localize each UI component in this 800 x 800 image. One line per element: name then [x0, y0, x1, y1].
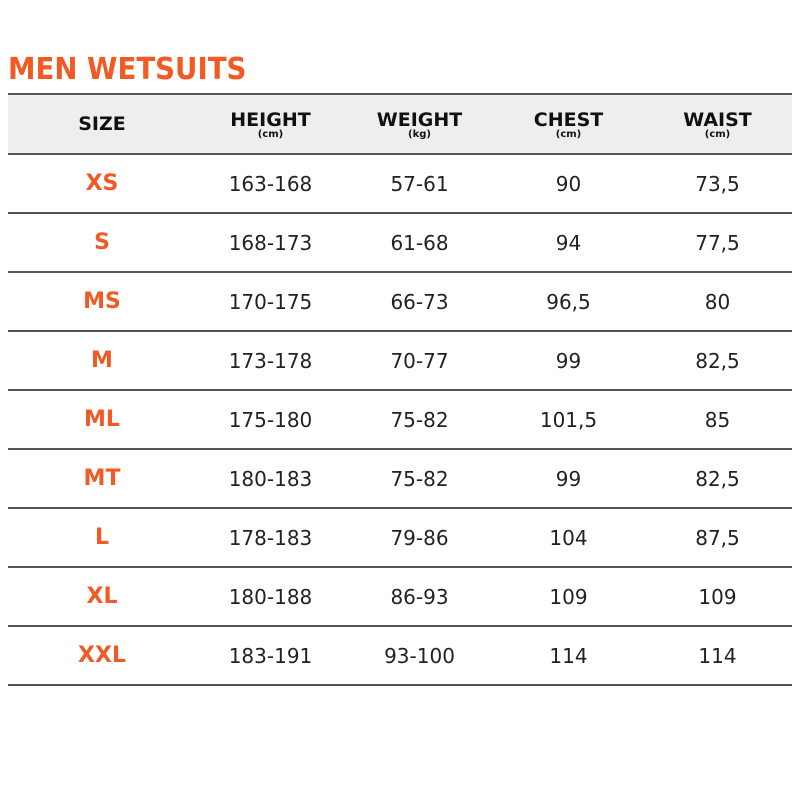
column-header: WAIST (cm): [643, 95, 792, 153]
table-cell: 168-173: [228, 230, 313, 255]
column-header: CHEST (cm): [494, 95, 643, 153]
table-cell: 77,5: [695, 230, 740, 255]
table-cell: 93-100: [384, 643, 455, 668]
table-header: SIZE HEIGHT (cm) WEIGHT (kg) CHEST (cm) WAIST (c…: [8, 93, 792, 155]
table-row: M 173-178 70-77 99 82,5: [8, 332, 792, 391]
table-cell: 80: [704, 289, 731, 314]
table-cell: 114: [698, 643, 737, 668]
page-title: MEN WETSUITS: [8, 52, 247, 87]
size-cell: XXL: [78, 643, 126, 668]
size-cell: MT: [83, 466, 121, 491]
size-cell: XL: [86, 584, 118, 609]
table-cell: 90: [555, 171, 582, 196]
table-cell: 163-168: [228, 171, 313, 196]
table-cell: 66-73: [390, 289, 449, 314]
column-unit: (cm): [555, 128, 582, 140]
table-cell: 94: [555, 230, 582, 255]
table-cell: 96,5: [546, 289, 591, 314]
size-cell: MS: [83, 289, 121, 314]
table-cell: 75-82: [390, 407, 449, 432]
table-cell: 79-86: [390, 525, 449, 550]
table-cell: 99: [555, 348, 582, 373]
table-row: MS 170-175 66-73 96,5 80: [8, 273, 792, 332]
size-cell: S: [94, 230, 110, 255]
table-cell: 104: [549, 525, 588, 550]
table-row: S 168-173 61-68 94 77,5: [8, 214, 792, 273]
column-unit: (cm): [257, 128, 284, 140]
table-cell: 82,5: [695, 466, 740, 491]
table-cell: 114: [549, 643, 588, 668]
column-label: WEIGHT: [376, 108, 463, 131]
column-label: WAIST: [683, 108, 752, 131]
column-header: WEIGHT (kg): [345, 95, 494, 153]
column-header: HEIGHT (cm): [196, 95, 345, 153]
table-cell: 109: [549, 584, 588, 609]
table-cell: 101,5: [539, 407, 598, 432]
table-row: XS 163-168 57-61 90 73,5: [8, 155, 792, 214]
table-cell: 73,5: [695, 171, 740, 196]
column-label: CHEST: [533, 108, 604, 131]
column-header: SIZE: [8, 95, 196, 153]
table-cell: 85: [704, 407, 731, 432]
table-row: XXL 183-191 93-100 114 114: [8, 627, 792, 686]
table-cell: 180-183: [228, 466, 313, 491]
table-row: XL 180-188 86-93 109 109: [8, 568, 792, 627]
column-label: HEIGHT: [230, 108, 311, 131]
table-row: L 178-183 79-86 104 87,5: [8, 509, 792, 568]
column-unit: (kg): [408, 128, 431, 140]
size-cell: M: [91, 348, 113, 373]
table-cell: 82,5: [695, 348, 740, 373]
table-cell: 178-183: [228, 525, 313, 550]
table-row: MT 180-183 75-82 99 82,5: [8, 450, 792, 509]
table-cell: 170-175: [228, 289, 313, 314]
size-cell: ML: [84, 407, 120, 432]
table-cell: 180-188: [228, 584, 313, 609]
table-cell: 87,5: [695, 525, 740, 550]
table-cell: 86-93: [390, 584, 449, 609]
table-cell: 61-68: [390, 230, 449, 255]
table-cell: 75-82: [390, 466, 449, 491]
size-cell: L: [94, 525, 110, 550]
table-cell: 175-180: [228, 407, 313, 432]
table-cell: 57-61: [390, 171, 449, 196]
table-row: ML 175-180 75-82 101,5 85: [8, 391, 792, 450]
column-unit: (cm): [704, 128, 731, 140]
column-label: SIZE: [78, 113, 126, 135]
size-cell: XS: [85, 171, 119, 196]
table-cell: 183-191: [228, 643, 313, 668]
size-chart-table: SIZE HEIGHT (cm) WEIGHT (kg) CHEST (cm) WAIST (c…: [8, 93, 792, 686]
table-cell: 99: [555, 466, 582, 491]
table-cell: 109: [698, 584, 737, 609]
table-cell: 173-178: [228, 348, 313, 373]
table-cell: 70-77: [390, 348, 449, 373]
